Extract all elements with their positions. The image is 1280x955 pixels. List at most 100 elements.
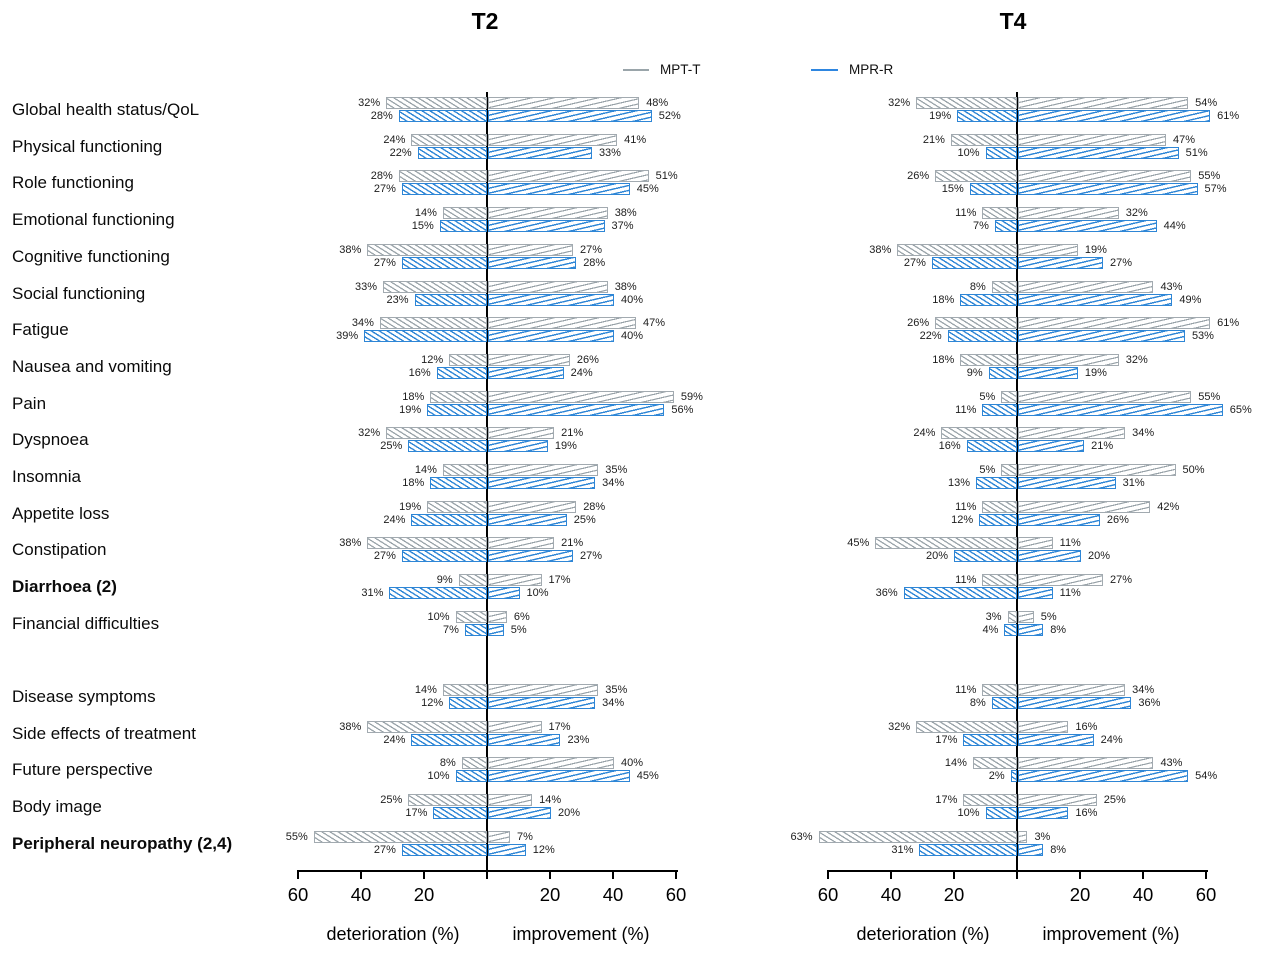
bar-mpr-r-deterioration xyxy=(919,843,1017,856)
bar-value-label: 27% xyxy=(373,256,396,269)
bar-value-label: 2% xyxy=(988,770,1005,783)
bar-mpr-r-deterioration xyxy=(979,513,1017,526)
bar-value-label: 9% xyxy=(966,366,983,379)
bar-value-label: 43% xyxy=(1160,280,1183,293)
bar-mpt-t-improvement xyxy=(488,317,637,330)
bar-value-label: 21% xyxy=(922,133,945,146)
bar-value-label: 5% xyxy=(979,464,996,476)
bar-mpt-t-deterioration xyxy=(963,794,1017,807)
bar-value-label: 16% xyxy=(1075,807,1098,820)
panel-t4-x-tick xyxy=(1142,870,1144,879)
bar-mpr-r-deterioration xyxy=(963,733,1017,746)
bar-value-label: 10% xyxy=(957,807,980,820)
bar-mpr-r-deterioration xyxy=(364,330,487,343)
bar-value-label: 25% xyxy=(380,440,403,453)
bar-value-label: 4% xyxy=(982,623,999,636)
bar-value-label: 33% xyxy=(355,280,378,293)
bar-value-label: 34% xyxy=(602,697,625,709)
bar-value-label: 3% xyxy=(985,610,1002,623)
bar-mpt-t-improvement xyxy=(1018,353,1119,366)
bar-value-label: 57% xyxy=(1204,183,1227,196)
bar-mpr-r-deterioration xyxy=(401,183,487,196)
bar-value-label: 44% xyxy=(1163,220,1186,233)
bar-value-label: 26% xyxy=(1106,513,1129,526)
bar-value-label: 24% xyxy=(383,513,406,526)
bar-mpt-t-improvement xyxy=(1018,720,1069,733)
bar-value-label: 27% xyxy=(903,256,926,269)
bar-mpr-r-improvement xyxy=(1018,146,1179,159)
bar-value-label: 27% xyxy=(580,243,603,256)
panel-t4-x-tick xyxy=(1016,870,1018,879)
bar-mpr-r-deterioration xyxy=(427,403,487,416)
legend-label-mpr-r: MPR-R xyxy=(849,62,894,77)
bar-value-label: 31% xyxy=(361,587,384,600)
bar-mpr-r-improvement xyxy=(1018,623,1044,636)
bar-mpr-r-improvement xyxy=(488,183,630,196)
bar-value-label: 23% xyxy=(386,293,409,306)
bar-value-label: 16% xyxy=(938,440,961,453)
bar-mpr-r-improvement xyxy=(1018,513,1100,526)
category-label: Physical functioning xyxy=(12,136,163,156)
bar-mpt-t-improvement xyxy=(1018,574,1104,587)
bar-value-label: 32% xyxy=(888,720,911,733)
bar-mpt-t-improvement xyxy=(488,720,542,733)
panel-t4-x-tick xyxy=(890,870,892,879)
bar-mpr-r-improvement xyxy=(488,220,605,233)
bar-value-label: 27% xyxy=(580,550,603,563)
bar-value-label: 31% xyxy=(891,843,914,856)
panel-t2-deterioration-caption: deterioration (%) xyxy=(326,924,460,944)
bar-value-label: 24% xyxy=(570,366,593,379)
bar-value-label: 50% xyxy=(1182,464,1205,476)
bar-value-label: 8% xyxy=(1050,623,1067,636)
bar-mpr-r-deterioration xyxy=(1010,770,1017,783)
bar-mpr-r-deterioration xyxy=(439,220,487,233)
panel-t2-x-tick xyxy=(612,870,614,879)
bar-value-label: 20% xyxy=(558,807,581,820)
bar-mpt-t-improvement xyxy=(1018,133,1167,146)
bar-value-label: 38% xyxy=(614,207,637,220)
bar-mpt-t-improvement xyxy=(488,133,618,146)
bar-mpr-r-deterioration xyxy=(401,550,487,563)
bar-value-label: 32% xyxy=(888,97,911,109)
bar-value-label: 25% xyxy=(1103,794,1126,807)
bar-mpt-t-deterioration xyxy=(818,830,1017,843)
bar-value-label: 45% xyxy=(847,537,870,550)
bar-value-label: 38% xyxy=(339,537,362,550)
bar-mpr-r-improvement xyxy=(1018,183,1198,196)
bar-value-label: 19% xyxy=(554,440,577,453)
bar-mpr-r-improvement xyxy=(488,733,561,746)
bar-mpr-r-improvement xyxy=(1018,330,1185,343)
panel-t4-x-tick-label: 20 xyxy=(943,884,965,905)
bar-mpt-t-deterioration xyxy=(960,353,1017,366)
bar-mpt-t-deterioration xyxy=(430,390,487,403)
bar-value-label: 28% xyxy=(370,170,393,183)
bar-mpr-r-improvement xyxy=(488,843,526,856)
bar-mpt-t-improvement xyxy=(488,427,555,440)
bar-value-label: 24% xyxy=(1100,733,1123,746)
panel-t2-improvement-caption: improvement (%) xyxy=(512,924,650,944)
panel-t2-x-tick xyxy=(360,870,362,879)
bar-mpt-t-improvement xyxy=(1018,207,1119,220)
bar-mpt-t-improvement xyxy=(488,684,599,696)
bar-mpt-t-improvement xyxy=(1018,830,1028,843)
bar-value-label: 14% xyxy=(414,464,437,476)
bar-value-label: 11% xyxy=(1059,537,1081,550)
bar-value-label: 17% xyxy=(548,574,571,587)
bar-mpt-t-improvement xyxy=(1018,610,1034,623)
panel-t2-x-tick-label: 40 xyxy=(350,884,372,905)
bar-mpt-t-deterioration xyxy=(367,243,487,256)
bar-value-label: 37% xyxy=(611,220,634,233)
bar-mpr-r-deterioration xyxy=(455,770,487,783)
bar-value-label: 27% xyxy=(1110,574,1133,587)
bar-mpt-t-deterioration xyxy=(379,317,487,330)
bar-mpt-t-deterioration xyxy=(461,757,487,770)
bar-value-label: 26% xyxy=(907,170,930,183)
bar-value-label: 15% xyxy=(411,220,434,233)
bar-mpr-r-improvement xyxy=(1018,440,1085,453)
bar-value-label: 11% xyxy=(955,500,977,513)
bar-mpr-r-deterioration xyxy=(960,293,1017,306)
bar-mpt-t-improvement xyxy=(488,170,649,183)
bar-value-label: 27% xyxy=(1110,256,1133,269)
panel-t2-x-tick-label: 20 xyxy=(539,884,561,905)
